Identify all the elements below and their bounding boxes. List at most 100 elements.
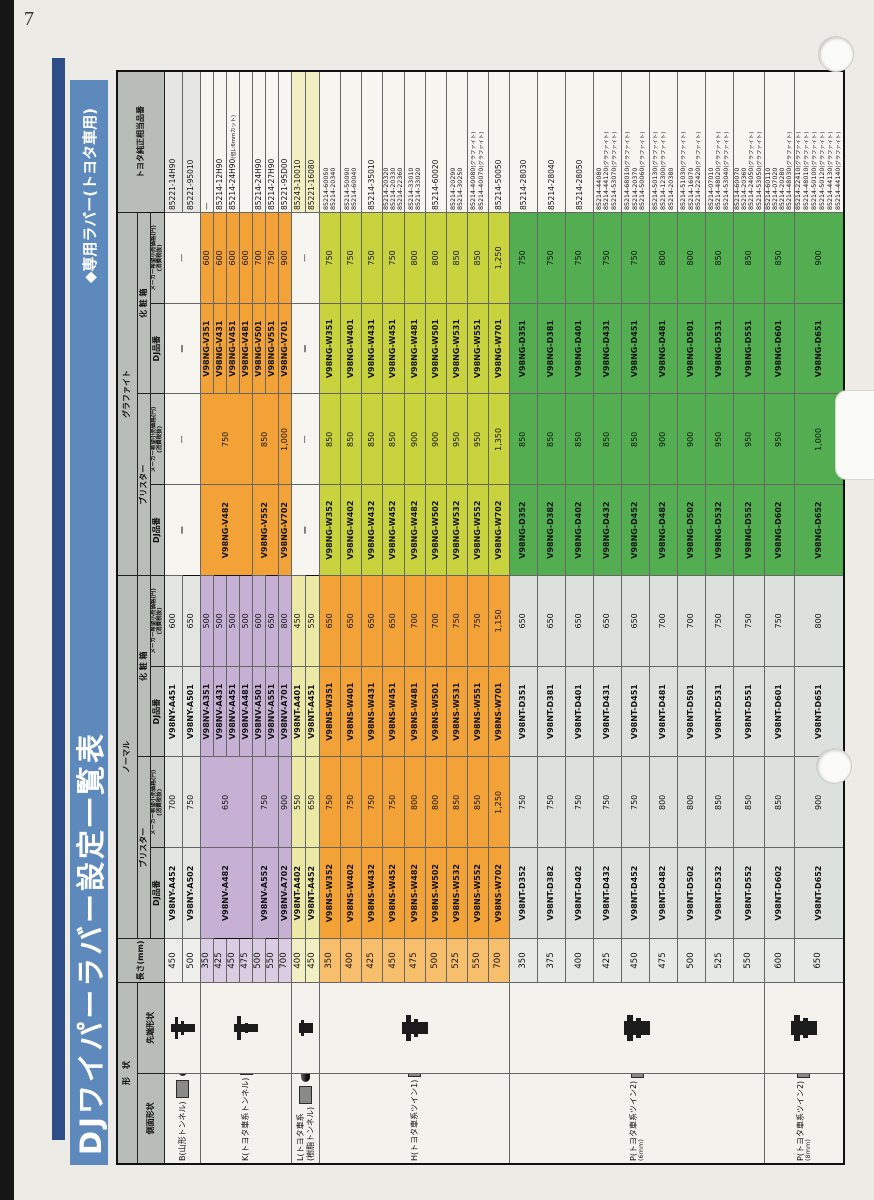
shape-cell: P(トヨタ車系ツイン2) (8mm) — [764, 1073, 844, 1164]
price-cell: 650 — [593, 575, 622, 667]
price-cell: 650 — [537, 575, 566, 667]
length-cell: 475 — [404, 938, 426, 983]
price-cell: 850 — [340, 394, 362, 485]
price-cell: 750 — [182, 757, 201, 848]
toyota-part-cell: 85214-07010 85214-48020(グラファイト) 85214-5304… — [705, 71, 734, 213]
length-cell: 600 — [764, 938, 795, 983]
parts-table: 形 状長さ(mm) ノーマル グラファイト トヨタ純正相当品番 側面形状 先端形状 ブリスタ… — [116, 70, 845, 1165]
group-label: B(山形トンネル) — [177, 1101, 187, 1161]
header-price: メーカー希望小売価格(円) (消費税抜) — [150, 757, 165, 848]
price-cell: 900 — [677, 394, 706, 485]
dj-code-cell: V98NG-V451 — [226, 303, 240, 394]
price-cell: 800 — [425, 212, 447, 304]
price-cell: 900 — [425, 394, 447, 485]
length-cell: 400 — [565, 938, 594, 983]
dj-code-cell: V98NG-D431 — [593, 303, 622, 394]
tip-shape-icon-P — [624, 1020, 651, 1035]
price-cell: 750 — [509, 757, 538, 848]
header-shape-group: 形 状 — [117, 982, 138, 1164]
dj-code-cell: V98NG-D601 — [764, 303, 795, 394]
shape-cell: K(トヨタ車系トンネル) — [200, 1073, 292, 1164]
dj-code-cell: V98NG-D432 — [593, 484, 622, 576]
page-subtitle: ◆専用ラバー(トヨタ車用) — [80, 108, 99, 284]
dj-code-cell: V98NG-W701 — [488, 303, 510, 394]
price-cell: 800 — [649, 757, 678, 848]
dj-code-cell: — — [291, 303, 320, 394]
price-cell: 700 — [649, 575, 678, 667]
dj-code-cell: V98NS-W502 — [425, 847, 447, 939]
dj-code-cell: V98NG-V482 — [200, 484, 253, 576]
tip-shape-icon-L — [291, 982, 320, 1074]
price-cell: 1,250 — [488, 757, 510, 848]
toyota-part-cell: 85214-12H90 — [213, 71, 227, 213]
dj-code-cell: V98NS-W352 — [319, 847, 341, 939]
price-cell: 900 — [794, 212, 844, 304]
banner-accent-stripe — [52, 58, 65, 1140]
length-cell: 500 — [425, 938, 447, 983]
dj-code-cell: V98NG-D502 — [677, 484, 706, 576]
price-cell: 750 — [565, 757, 594, 848]
punch-hole-bottom-icon — [816, 748, 852, 784]
dj-code-cell: V98NY-A502 — [182, 847, 201, 939]
metal-clip-icon — [239, 1073, 253, 1075]
dj-code-cell: V98NS-W552 — [467, 847, 489, 939]
dj-code-cell: V98NG-V551 — [265, 303, 279, 394]
dj-code-cell: V98NT-D351 — [509, 666, 538, 757]
shape-cell: H(トヨタ車系ツイン1) — [319, 1073, 510, 1164]
scan-edge-strip — [0, 0, 14, 1200]
price-cell: 1,000 — [278, 394, 292, 485]
price-cell: 750 — [446, 575, 468, 667]
length-cell: 700 — [278, 938, 292, 983]
header-dj-code: DJ品番 — [150, 303, 165, 394]
toyota-part-cell: 85214-60050 85214-20340 — [319, 71, 341, 213]
dj-code-cell: V98NV-A701 — [278, 666, 292, 757]
price-cell: — — [164, 394, 201, 485]
price-cell: 750 — [319, 757, 341, 848]
price-cell: 750 — [509, 212, 538, 304]
dj-code-cell: V98NT-D381 — [537, 666, 566, 757]
toyota-part-cell: 85214-35010 — [361, 71, 383, 213]
toyota-part-cell: 85214-40080(グラファイト) 85214-40070(グラファイト) — [467, 71, 489, 213]
length-cell: 475 — [239, 938, 253, 983]
toyota-part-cell: 85214-50130(グラファイト) 85214-12300(グラファイト) 85… — [649, 71, 678, 213]
dj-code-cell: V98NT-D602 — [764, 847, 795, 939]
dj-code-cell: V98NS-W452 — [382, 847, 405, 939]
dj-code-cell: V98NT-D531 — [705, 666, 734, 757]
price-cell: 850 — [446, 212, 468, 304]
tip-shape-icon-B — [170, 1023, 195, 1032]
toyota-part-cell: 85214-50050 — [488, 71, 510, 213]
dj-code-cell: V98NG-W531 — [446, 303, 468, 394]
metal-clip-icon — [299, 1085, 312, 1104]
price-cell: 650 — [340, 575, 362, 667]
price-cell: 950 — [446, 394, 468, 485]
length-cell: 500 — [677, 938, 706, 983]
price-cell: 950 — [467, 394, 489, 485]
metal-clip-icon — [176, 1080, 189, 1099]
width-note: (8mm) — [803, 1139, 812, 1161]
tip-shape-icon-P — [764, 982, 844, 1074]
price-cell: 750 — [537, 757, 566, 848]
price-cell: 650 — [305, 757, 320, 848]
dj-code-cell: V98NG-W532 — [446, 484, 468, 576]
toyota-part-cell: 85214-44080 85214-44120(グラファイト) 85214-5307… — [593, 71, 622, 213]
price-cell: 750 — [319, 212, 341, 304]
dj-code-cell: V98NT-D552 — [733, 847, 765, 939]
price-cell: — — [164, 212, 201, 304]
price-cell: 800 — [794, 575, 844, 667]
price-cell: 850 — [319, 394, 341, 485]
toyota-part-cell: 85214-28040 — [537, 71, 566, 213]
price-cell: 750 — [467, 575, 489, 667]
header-graphite: グラファイト — [117, 212, 138, 576]
price-cell: 750 — [565, 212, 594, 304]
dj-code-cell: V98NG-W401 — [340, 303, 362, 394]
header-length: 長さ(mm) — [117, 938, 165, 983]
price-cell: 550 — [291, 757, 306, 848]
dj-code-cell: V98NG-D482 — [649, 484, 678, 576]
dj-code-cell: V98NG-D551 — [733, 303, 765, 394]
dj-code-cell: V98NG-W502 — [425, 484, 447, 576]
dj-code-cell: V98NG-W452 — [382, 484, 405, 576]
length-cell: 375 — [537, 938, 566, 983]
price-cell: 800 — [404, 757, 426, 848]
dj-code-cell: V98NS-W702 — [488, 847, 510, 939]
toyota-part-cell — [239, 71, 253, 213]
